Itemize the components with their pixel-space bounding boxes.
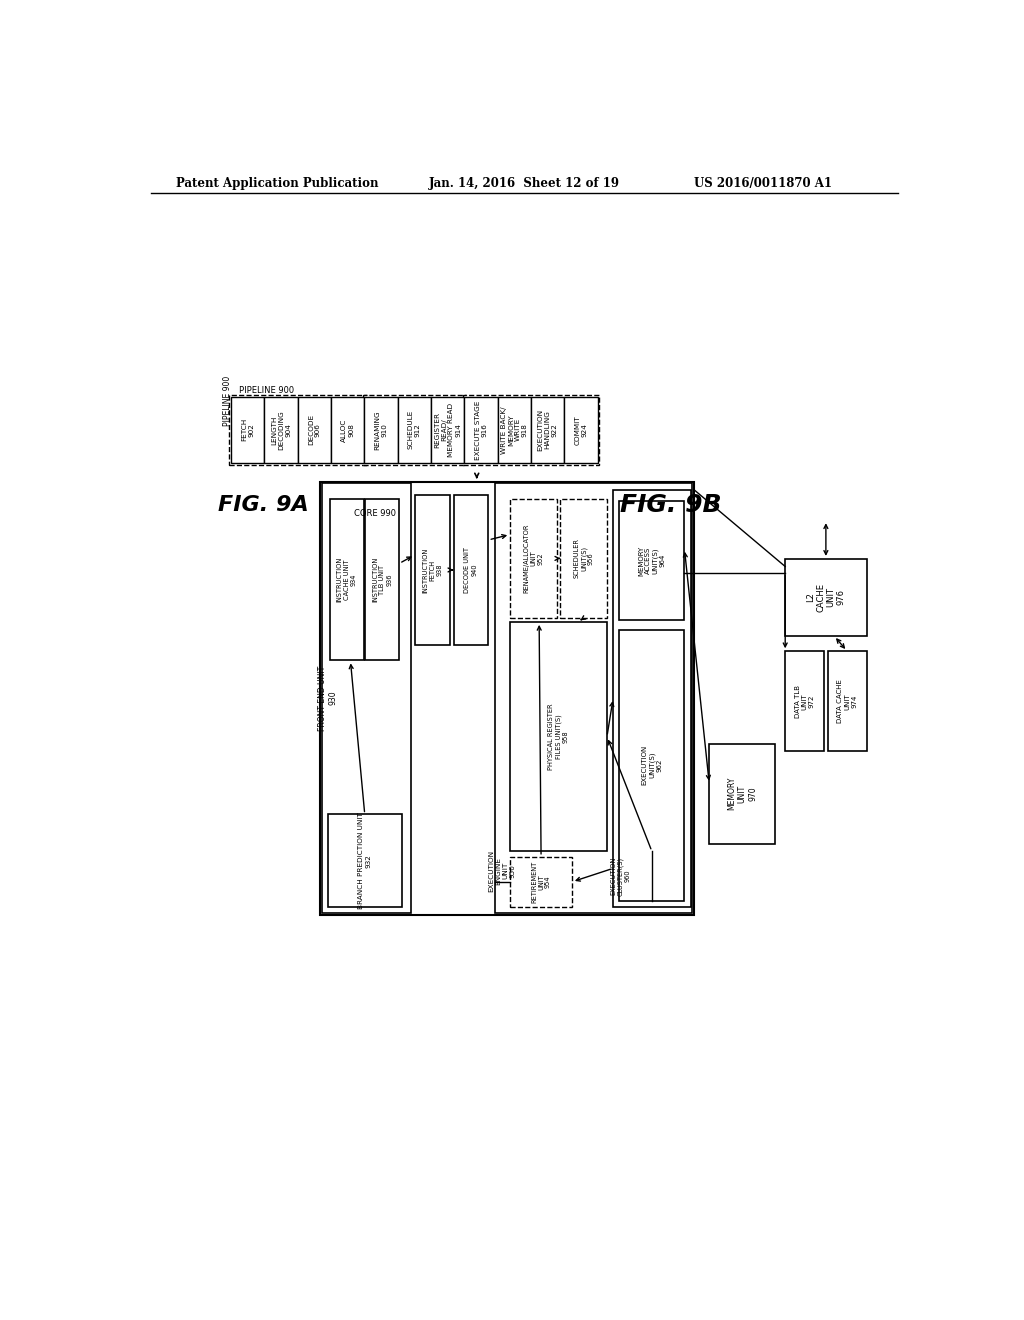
Text: FETCH
902: FETCH 902 [242,418,254,441]
Text: EXECUTION
HANDLING
922: EXECUTION HANDLING 922 [538,409,558,451]
Text: FIG. 9A: FIG. 9A [218,495,309,515]
Bar [463,395,599,465]
Text: EXECUTION
CLUSTER(S)
960: EXECUTION CLUSTER(S) 960 [610,857,631,895]
Bar [264,397,298,462]
Text: COMMIT
924: COMMIT 924 [574,414,588,445]
Text: DECODE
906: DECODE 906 [308,414,321,445]
Text: DECODE UNIT
940: DECODE UNIT 940 [465,546,477,593]
Text: PIPELINE 900: PIPELINE 900 [239,385,294,395]
Text: RETIREMENT
UNIT
954: RETIREMENT UNIT 954 [531,861,551,903]
Text: PIPELINE 900: PIPELINE 900 [222,376,231,426]
Text: FRONT END UNIT
930: FRONT END UNIT 930 [318,665,338,731]
Bar [620,502,684,620]
Bar [415,495,450,645]
Bar [560,499,607,618]
Text: CORE 990: CORE 990 [354,508,396,517]
Bar [365,397,397,462]
Bar [322,483,411,913]
Bar [510,857,572,907]
Text: LENGTH
DECODING
904: LENGTH DECODING 904 [271,411,291,450]
Bar [495,483,692,913]
Text: ALLOC
908: ALLOC 908 [341,418,354,441]
Text: DATA CACHE
UNIT
974: DATA CACHE UNIT 974 [838,680,857,723]
Bar [620,630,684,900]
Text: L2
CACHE
UNIT
976: L2 CACHE UNIT 976 [806,583,846,611]
Text: PHYSICAL REGISTER
FILES UNIT(S)
958: PHYSICAL REGISTER FILES UNIT(S) 958 [548,704,568,770]
Bar [785,651,824,751]
Bar [366,499,399,660]
Bar [498,397,531,462]
Bar [231,397,264,462]
Text: SCHEDULER
UNIT(S)
956: SCHEDULER UNIT(S) 956 [573,539,594,578]
Text: REGISTER
READ/
MEMORY READ
914: REGISTER READ/ MEMORY READ 914 [434,403,461,457]
Text: EXECUTE STAGE
916: EXECUTE STAGE 916 [474,400,487,459]
Text: US 2016/0011870 A1: US 2016/0011870 A1 [694,177,833,190]
Bar [785,558,866,636]
Bar [298,397,331,462]
Bar [454,495,488,645]
Text: RENAME/ALLOCATOR
UNIT
952: RENAME/ALLOCATOR UNIT 952 [523,524,544,593]
Text: BRANCH PREDICTION UNIT
932: BRANCH PREDICTION UNIT 932 [358,812,372,909]
Bar [510,622,607,851]
Bar [464,397,498,462]
Text: RENAMING
910: RENAMING 910 [375,411,387,450]
Text: FIG. 9B: FIG. 9B [620,492,721,517]
Text: WRITE BACK/
MEMORY
WRITE
918: WRITE BACK/ MEMORY WRITE 918 [501,407,527,454]
Text: SCHEDULE
912: SCHEDULE 912 [408,411,421,449]
Text: MEMORY
UNIT
970: MEMORY UNIT 970 [727,777,757,810]
Text: EXECUTION
ENGINE
UNIT
950: EXECUTION ENGINE UNIT 950 [488,850,515,892]
Bar [328,814,401,907]
Bar [431,397,464,462]
Text: INSTRUCTION
CACHE UNIT
934: INSTRUCTION CACHE UNIT 934 [337,557,356,602]
Bar [331,397,365,462]
Bar [531,397,564,462]
Text: Patent Application Publication: Patent Application Publication [175,177,378,190]
Bar [397,397,431,462]
Bar [710,743,775,843]
Text: INSTRUCTION
FETCH
938: INSTRUCTION FETCH 938 [422,548,442,593]
Text: MEMORY
ACCESS
UNIT(S)
964: MEMORY ACCESS UNIT(S) 964 [638,545,666,576]
Bar [564,397,598,462]
Text: DATA TLB
UNIT
972: DATA TLB UNIT 972 [795,685,814,718]
Bar [613,490,690,907]
Bar [330,499,364,660]
Text: Jan. 14, 2016  Sheet 12 of 19: Jan. 14, 2016 Sheet 12 of 19 [429,177,621,190]
Bar [510,499,557,618]
Bar [362,395,466,465]
Text: EXECUTION
UNIT(S)
962: EXECUTION UNIT(S) 962 [642,744,663,785]
Bar [228,395,367,465]
Text: INSTRUCTION
TLB UNIT
936: INSTRUCTION TLB UNIT 936 [372,557,392,602]
Bar [827,651,866,751]
Bar [321,482,693,915]
